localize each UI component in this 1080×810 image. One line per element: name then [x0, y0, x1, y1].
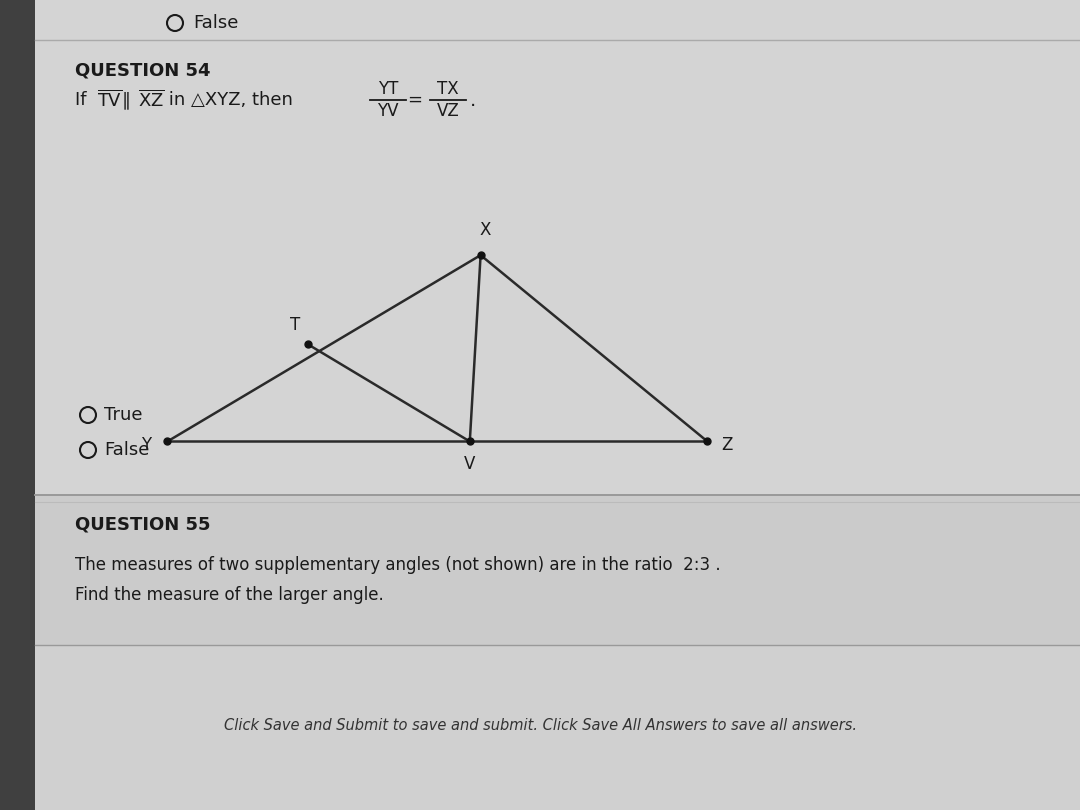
Text: False: False — [193, 14, 239, 32]
Text: QUESTION 55: QUESTION 55 — [75, 516, 211, 534]
Text: QUESTION 54: QUESTION 54 — [75, 61, 211, 79]
Text: VZ: VZ — [436, 102, 459, 120]
Text: Find the measure of the larger angle.: Find the measure of the larger angle. — [75, 586, 383, 604]
Text: The measures of two supplementary angles (not shown) are in the ratio  2:3 .: The measures of two supplementary angles… — [75, 556, 720, 574]
Text: Z: Z — [721, 437, 732, 454]
Text: T: T — [289, 316, 300, 335]
Text: =: = — [407, 91, 422, 109]
Text: Y: Y — [141, 437, 151, 454]
Text: $\overline{\mathrm{TV}}$: $\overline{\mathrm{TV}}$ — [97, 90, 122, 110]
Text: False: False — [104, 441, 149, 459]
FancyBboxPatch shape — [35, 645, 1080, 810]
Text: V: V — [464, 455, 475, 474]
Text: $\overline{\mathrm{XZ}}$: $\overline{\mathrm{XZ}}$ — [138, 90, 164, 110]
Text: True: True — [104, 406, 143, 424]
Text: X: X — [480, 221, 491, 239]
Text: YV: YV — [377, 102, 399, 120]
FancyBboxPatch shape — [35, 495, 1080, 810]
FancyBboxPatch shape — [35, 0, 1080, 810]
Text: .: . — [470, 91, 476, 109]
Text: in △XYZ, then: in △XYZ, then — [163, 91, 293, 109]
Text: If: If — [75, 91, 92, 109]
Text: ∥: ∥ — [122, 91, 131, 109]
Text: Click Save and Submit to save and submit. Click Save All Answers to save all ans: Click Save and Submit to save and submit… — [224, 718, 856, 732]
FancyBboxPatch shape — [0, 0, 35, 810]
Text: TX: TX — [437, 80, 459, 98]
Text: YT: YT — [378, 80, 399, 98]
